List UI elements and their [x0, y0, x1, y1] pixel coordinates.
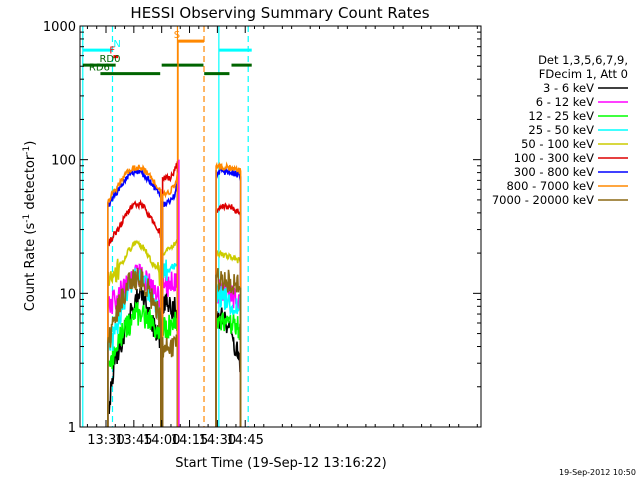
legend-label: 3 - 6 keV: [543, 81, 594, 95]
series-4: [107, 239, 242, 427]
series-line: [161, 180, 179, 427]
legend-label: 7000 - 20000 keV: [492, 193, 594, 207]
series-line: [161, 271, 179, 427]
legend-header: Det 1,3,5,6,7,9,: [538, 53, 628, 67]
series-line: [215, 249, 242, 427]
x-axis-label: Start Time (19-Sep-12 13:16:22): [175, 456, 386, 471]
series-8: [107, 267, 242, 427]
series-line: [107, 164, 162, 427]
series-2: [107, 301, 242, 427]
series-line: [215, 307, 242, 427]
series-line: [107, 198, 162, 427]
plot-frame: [79, 25, 482, 428]
x-tick-label: 14:15: [171, 433, 208, 448]
series-line: [161, 334, 179, 427]
series-5: [107, 161, 242, 427]
series-line: [215, 161, 242, 427]
series-line: [107, 239, 162, 427]
legend-label: 6 - 12 keV: [536, 95, 594, 109]
series-line: [161, 259, 179, 427]
flag-label: F: [109, 46, 115, 57]
legend-label: 50 - 100 keV: [521, 137, 594, 151]
x-tick-label: 14:30: [199, 433, 236, 448]
flag-label: RD6: [89, 63, 110, 74]
series-line: [215, 202, 242, 427]
y-tick-label: 1: [68, 421, 76, 436]
flag-label: RD0: [99, 54, 120, 65]
series-line: [161, 161, 179, 427]
x-tick-label: 14:45: [226, 433, 263, 448]
series-7: [107, 161, 242, 427]
y-tick-label: 10: [59, 287, 76, 302]
footer-timestamp: 19-Sep-2012 10:50: [559, 468, 636, 477]
x-tick-label: 13:45: [115, 433, 152, 448]
legend-header: FDecim 1, Att 0: [539, 67, 628, 81]
series-line: [161, 172, 179, 427]
flag-label: S: [174, 30, 180, 41]
y-tick-label: 1000: [43, 20, 76, 35]
legend: Det 1,3,5,6,7,9,FDecim 1, Att 03 - 6 keV…: [492, 53, 628, 207]
series-line: [161, 239, 179, 427]
legend-label: 12 - 25 keV: [528, 109, 594, 123]
series-line: [215, 268, 242, 427]
x-tick-label: 14:00: [143, 433, 180, 448]
legend-label: 300 - 800 keV: [514, 165, 594, 179]
chart-title: HESSI Observing Summary Count Rates: [130, 4, 429, 22]
x-tick-label: 13:30: [87, 433, 124, 448]
series-line: [107, 301, 162, 427]
legend-label: 800 - 7000 keV: [506, 179, 594, 193]
series-line: [161, 311, 179, 427]
y-axis-label: Count Rate (s-1 detector-1): [22, 141, 38, 312]
flag-label: N: [113, 39, 120, 50]
series-line: [107, 267, 162, 427]
legend-label: 25 - 50 keV: [528, 123, 594, 137]
legend-label: 100 - 300 keV: [514, 151, 594, 165]
series-line: [215, 312, 242, 427]
y-tick-label: 100: [51, 154, 76, 169]
series-layer: [107, 40, 242, 427]
